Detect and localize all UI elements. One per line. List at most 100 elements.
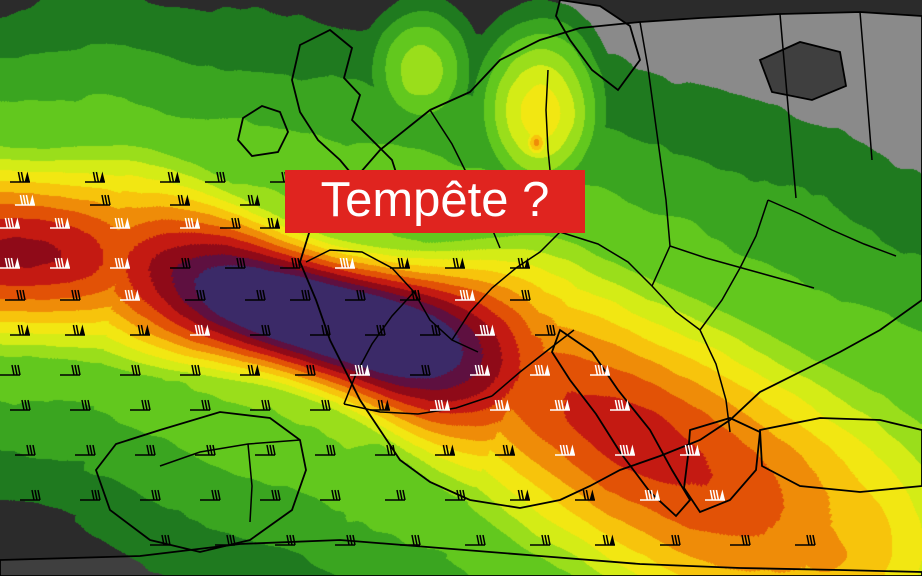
wind-barb bbox=[80, 489, 101, 501]
wind-barb-tick bbox=[304, 289, 308, 301]
wind-barb-tick bbox=[97, 489, 101, 501]
wind-barb-tick bbox=[264, 399, 268, 411]
wind-barb bbox=[530, 534, 551, 546]
wind-barb-tick bbox=[54, 257, 59, 269]
wind-barb-tick bbox=[141, 399, 145, 411]
wind-barb-tick bbox=[297, 257, 301, 269]
wind-barb-tick bbox=[324, 324, 328, 336]
wind-barb-pennant bbox=[14, 257, 20, 268]
wind-barb-tick bbox=[546, 324, 550, 336]
wind-barb bbox=[295, 364, 316, 376]
wind-barb-pennant bbox=[134, 289, 140, 300]
wind-barb-tick bbox=[194, 364, 198, 376]
wind-barb-tick bbox=[306, 364, 310, 376]
wind-barb-tick bbox=[671, 534, 675, 546]
wind-barb-tick bbox=[167, 171, 172, 183]
coastline-6 bbox=[0, 539, 922, 576]
wind-barb bbox=[275, 534, 296, 546]
wind-barb-tick bbox=[86, 444, 90, 456]
wind-barb bbox=[640, 489, 660, 501]
wind-barb-tick bbox=[10, 217, 15, 229]
wind-barb bbox=[310, 399, 331, 411]
wind-barb-tick bbox=[560, 399, 565, 411]
wind-barb-tick bbox=[455, 257, 460, 269]
wind-barb bbox=[310, 324, 331, 336]
wind-barb bbox=[190, 399, 211, 411]
wind-barb-pennant bbox=[524, 257, 530, 268]
wind-barb-tick bbox=[74, 364, 78, 376]
coastline-0 bbox=[237, 105, 289, 157]
wind-barb-tick bbox=[274, 489, 278, 501]
wind-barb-tick bbox=[216, 171, 220, 183]
wind-barb-tick bbox=[411, 534, 415, 546]
wind-barb-pennant bbox=[29, 194, 35, 205]
country-border-11 bbox=[779, 13, 797, 199]
wind-barb-pennant bbox=[384, 399, 390, 410]
wind-barb-tick bbox=[389, 444, 393, 456]
wind-barb bbox=[435, 444, 455, 456]
wind-barb bbox=[240, 364, 260, 376]
wind-barb-tick bbox=[517, 257, 522, 269]
country-border-4 bbox=[767, 199, 897, 257]
wind-barb-tick bbox=[346, 534, 350, 546]
wind-barb-tick bbox=[242, 257, 246, 269]
wind-barb bbox=[550, 399, 570, 411]
wind-barb-tick bbox=[359, 289, 363, 301]
wind-barb-tick bbox=[565, 444, 570, 456]
wind-barb bbox=[555, 444, 575, 456]
wind-barb-tick bbox=[482, 324, 487, 336]
wind-barb-tick bbox=[77, 289, 81, 301]
wind-barb-tick bbox=[534, 364, 539, 376]
wind-barb-tick bbox=[87, 399, 91, 411]
wind-barb-tick bbox=[217, 489, 221, 501]
wind-barb-tick bbox=[690, 444, 695, 456]
wind-barb-tick bbox=[239, 257, 243, 269]
wind-barb-tick bbox=[184, 217, 189, 229]
wind-barb-tick bbox=[161, 534, 165, 546]
wind-barb-tick bbox=[267, 324, 271, 336]
country-border-15 bbox=[669, 245, 815, 289]
wind-barb bbox=[140, 489, 161, 501]
wind-barb-tick bbox=[72, 324, 77, 336]
wind-barb-tick bbox=[392, 444, 396, 456]
wind-barb-tick bbox=[149, 444, 153, 456]
wind-barb-tick bbox=[277, 489, 281, 501]
wind-barb-tick bbox=[334, 489, 338, 501]
country-border-6 bbox=[639, 21, 671, 247]
wind-barb bbox=[350, 364, 370, 376]
wind-barb-tick bbox=[549, 324, 553, 336]
wind-barb-tick bbox=[177, 194, 182, 206]
wind-barb-tick bbox=[17, 364, 21, 376]
wind-barb-tick bbox=[625, 444, 630, 456]
wind-barb-tick bbox=[382, 324, 386, 336]
wind-barb-tick bbox=[211, 489, 215, 501]
wind-barb-pennant bbox=[589, 489, 595, 500]
wind-barb-tick bbox=[92, 444, 96, 456]
wind-barb bbox=[60, 289, 81, 301]
wind-barb-pennant bbox=[274, 217, 280, 228]
wind-barb bbox=[130, 324, 150, 336]
wind-barb bbox=[365, 324, 386, 336]
wind-barb-tick bbox=[497, 399, 502, 411]
wind-barb-tick bbox=[400, 257, 405, 269]
wind-barb-tick bbox=[502, 444, 507, 456]
wind-barb bbox=[335, 534, 356, 546]
wind-barb-tick bbox=[196, 289, 200, 301]
wind-barb-tick bbox=[187, 217, 192, 229]
wind-barb bbox=[190, 324, 210, 336]
wind-barb bbox=[110, 257, 130, 269]
wind-barb bbox=[320, 489, 341, 501]
wind-barb-tick bbox=[362, 289, 366, 301]
wind-barb-tick bbox=[809, 534, 813, 546]
wind-barb-pennant bbox=[79, 324, 85, 335]
wind-barb-tick bbox=[505, 444, 510, 456]
wind-barb-tick bbox=[259, 289, 263, 301]
wind-barb-tick bbox=[442, 444, 447, 456]
storm-headline-text: Tempête ? bbox=[320, 173, 550, 227]
country-border-0 bbox=[305, 249, 479, 353]
wind-barb-tick bbox=[127, 289, 132, 301]
wind-barb-tick bbox=[459, 489, 463, 501]
wind-barb-pennant bbox=[124, 257, 130, 268]
wind-barb-tick bbox=[445, 444, 450, 456]
wind-barb-pennant bbox=[694, 444, 700, 455]
